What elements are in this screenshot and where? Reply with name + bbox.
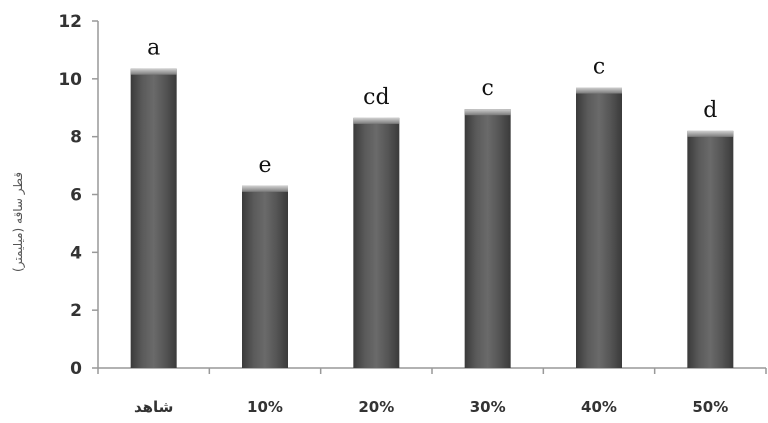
bar-body bbox=[464, 109, 511, 368]
bar-body bbox=[576, 87, 622, 368]
bar-1 bbox=[130, 68, 177, 369]
significance-letter: e bbox=[258, 153, 271, 178]
y-tick-label: 2 bbox=[70, 301, 82, 321]
significance-letter: a bbox=[147, 36, 160, 61]
bar-5 bbox=[576, 87, 622, 368]
y-axis-label: قطر ساقه (میلیمتر) bbox=[11, 172, 26, 272]
significance-letter: c bbox=[482, 76, 494, 101]
bar-4 bbox=[464, 109, 511, 368]
y-tick-label: 8 bbox=[70, 128, 82, 148]
chart-labels: 0 2 4 6 8 10 12 a شاهد e 10% cd 20% c 30% c 40% d 50% bbox=[58, 12, 728, 416]
chart-axes bbox=[92, 20, 767, 374]
bar-cap bbox=[464, 109, 511, 116]
chart-bars bbox=[130, 68, 734, 369]
bar-body bbox=[353, 117, 400, 368]
y-tick-label: 6 bbox=[70, 186, 82, 206]
x-category-label: 20% bbox=[358, 398, 394, 416]
bar-cap bbox=[242, 185, 288, 192]
bar-cap bbox=[353, 117, 400, 124]
x-category-label: 10% bbox=[247, 398, 283, 416]
x-category-label: 30% bbox=[470, 398, 506, 416]
x-category-label: شاهد bbox=[134, 398, 173, 416]
bar-3 bbox=[353, 117, 400, 368]
y-tick-label: 10 bbox=[58, 70, 82, 90]
significance-letter: cd bbox=[363, 85, 389, 110]
x-category-label: 40% bbox=[581, 398, 617, 416]
significance-letter: c bbox=[593, 55, 605, 80]
bar-cap bbox=[130, 68, 177, 75]
bar-body bbox=[130, 68, 177, 369]
bar-cap bbox=[576, 87, 622, 94]
y-tick-label: 4 bbox=[70, 243, 82, 263]
bar-body bbox=[242, 185, 288, 368]
bar-cap bbox=[687, 130, 734, 137]
bar-body bbox=[687, 130, 734, 368]
x-category-label: 50% bbox=[692, 398, 728, 416]
bar-2 bbox=[242, 185, 288, 368]
y-tick-label: 12 bbox=[58, 12, 82, 32]
bar-6 bbox=[687, 130, 734, 368]
y-tick-label: 0 bbox=[70, 359, 82, 379]
significance-letter: d bbox=[703, 98, 717, 123]
